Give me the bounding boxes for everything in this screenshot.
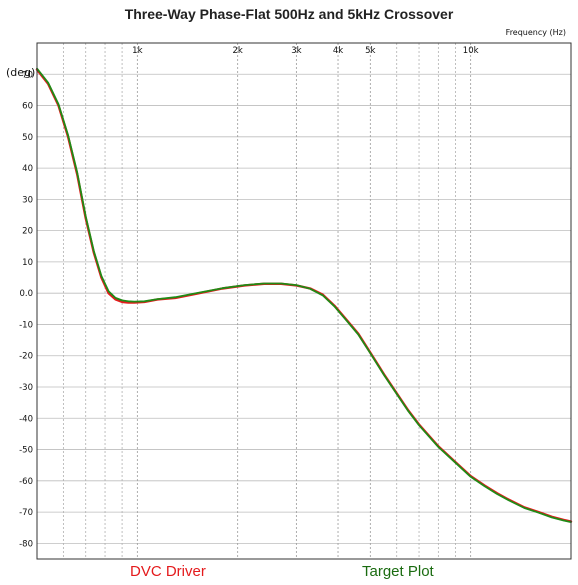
series-lines [35, 67, 573, 523]
y-tick-label-12: -50 [19, 446, 33, 456]
x-tick-label-2: 3k [291, 46, 301, 56]
x-tick-label-4: 5k [365, 46, 375, 56]
y-tick-label-3: 40 [22, 164, 33, 174]
legend-entry-dvc-driver: DVC Driver [130, 563, 206, 580]
x-tick-label-0: 1k [132, 46, 142, 56]
y-tick-label-10: -30 [19, 383, 33, 393]
x-tick-label-1: 2k [233, 46, 243, 56]
x-axis-label: Frequency (Hz) [505, 28, 566, 37]
y-tick-label-5: 20 [22, 227, 33, 237]
y-tick-label-6: 10 [22, 258, 33, 268]
y-tick-label-13: -60 [19, 477, 33, 487]
x-tick-labels: 1k 2k 3k 4k 5k 10k [132, 46, 478, 56]
series-line-0 [35, 68, 573, 523]
y-tick-label-14: -70 [19, 508, 33, 518]
grid [37, 43, 571, 559]
plot-frame [36, 42, 572, 560]
y-tick-label-11: -40 [19, 414, 33, 424]
y-tick-label-9: -20 [19, 352, 33, 362]
y-axis-label: (deg) [6, 66, 36, 79]
chart-title: Three-Way Phase-Flat 500Hz and 5kHz Cros… [124, 6, 454, 22]
series-line-1 [36, 67, 572, 523]
legend-entry-target-plot: Target Plot [362, 563, 434, 580]
y-tick-label-8: -10 [19, 320, 33, 330]
x-tick-label-5: 10k [463, 46, 479, 56]
y-tick-labels: 70 60 50 40 30 20 10 0.0 -10 -20 -30 -40 -50 -60 -70 -8… [19, 70, 33, 549]
y-tick-label-4: 30 [22, 195, 33, 205]
y-tick-label-2: 50 [22, 133, 33, 143]
x-tick-label-3: 4k [333, 46, 343, 56]
y-tick-label-7: 0.0 [19, 289, 33, 299]
y-tick-label-0: 70 [22, 70, 33, 80]
y-tick-label-15: -80 [19, 539, 33, 549]
y-tick-label-1: 60 [22, 102, 33, 112]
